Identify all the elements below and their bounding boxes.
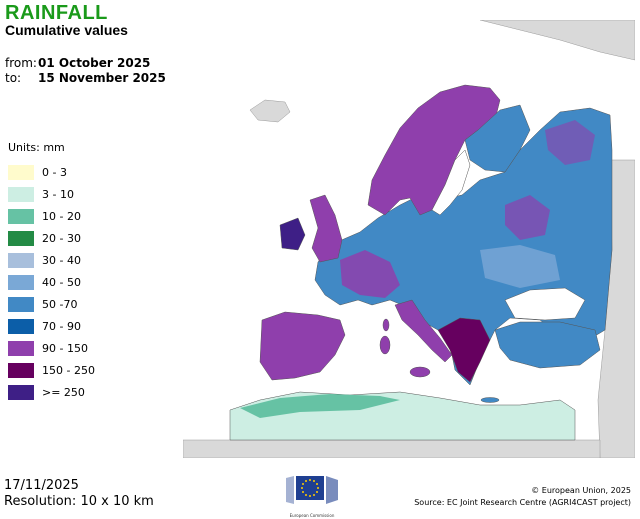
- iberian-peninsula: [259, 311, 346, 381]
- legend-label: 20 - 30: [42, 231, 81, 245]
- legend-item: 50 -70: [8, 293, 95, 315]
- legend-label: 90 - 150: [42, 341, 88, 355]
- dry-region-ukraine: [480, 245, 560, 288]
- footer-credits: © European Union, 2025 Source: EC Joint …: [414, 485, 631, 509]
- legend-label: 10 - 20: [42, 209, 81, 223]
- legend-item: 70 - 90: [8, 315, 95, 337]
- legend-units: Units: mm: [8, 141, 65, 154]
- maghreb-coast: [240, 394, 400, 418]
- legend-swatch: [8, 340, 34, 356]
- crete: [480, 397, 500, 403]
- footer-info: 17/11/2025 Resolution: 10 x 10 km: [4, 478, 154, 510]
- legend: Units: mm 0 - 3 3 - 10 10 - 20 20 - 30 3…: [8, 141, 95, 403]
- turkey: [494, 321, 601, 369]
- wet-region-east: [505, 195, 550, 240]
- resolution: Resolution: 10 x 10 km: [4, 494, 154, 509]
- rainfall-map: [183, 20, 635, 458]
- legend-label: >= 250: [42, 385, 85, 399]
- legend-swatch: [8, 384, 34, 400]
- corsica: [382, 318, 390, 332]
- from-label: from:: [5, 56, 37, 70]
- balkans: [437, 317, 491, 383]
- sardinia: [379, 335, 391, 355]
- legend-swatch: [8, 164, 34, 180]
- baltic-sea: [431, 149, 471, 216]
- legend-label: 3 - 10: [42, 187, 74, 201]
- to-date: 15 November 2025: [38, 71, 166, 85]
- legend-item: 0 - 3: [8, 161, 95, 183]
- legend-item: 10 - 20: [8, 205, 95, 227]
- to-label: to:: [5, 71, 22, 85]
- legend-item: 40 - 50: [8, 271, 95, 293]
- eu-flag-icon: [286, 476, 338, 504]
- legend-swatch: [8, 186, 34, 202]
- finland: [464, 104, 531, 173]
- great-britain: [309, 194, 343, 263]
- legend-swatch: [8, 252, 34, 268]
- ireland: [279, 217, 306, 251]
- outside-land-africa: [183, 439, 601, 458]
- legend-item: 150 - 250: [8, 359, 95, 381]
- source: Source: EC Joint Research Centre (AGRI4C…: [414, 498, 631, 507]
- from-date: 01 October 2025: [38, 56, 151, 70]
- legend-label: 50 -70: [42, 297, 78, 311]
- legend-item: 3 - 10: [8, 183, 95, 205]
- legend-label: 30 - 40: [42, 253, 81, 267]
- issue-date: 17/11/2025: [4, 478, 79, 493]
- european-commission-logo: European Commission: [284, 474, 340, 518]
- map-title: RAINFALL: [5, 2, 108, 24]
- black-sea: [504, 287, 586, 321]
- map-subtitle: Cumulative values: [5, 22, 128, 38]
- legend-swatch: [8, 274, 34, 290]
- legend-item: 90 - 150: [8, 337, 95, 359]
- legend-swatch: [8, 296, 34, 312]
- legend-swatch: [8, 362, 34, 378]
- wet-region-north-russia: [545, 120, 595, 165]
- legend-item: >= 250: [8, 381, 95, 403]
- sicily: [409, 366, 431, 378]
- legend-label: 40 - 50: [42, 275, 81, 289]
- logo-caption: European Commission: [289, 513, 335, 518]
- legend-label: 70 - 90: [42, 319, 81, 333]
- copyright: © European Union, 2025: [531, 486, 631, 495]
- italy: [394, 299, 453, 363]
- legend-swatch: [8, 230, 34, 246]
- legend-item: 30 - 40: [8, 249, 95, 271]
- wet-region-central: [340, 250, 400, 298]
- legend-label: 150 - 250: [42, 363, 95, 377]
- outside-land-north: [479, 20, 635, 61]
- legend-item: 20 - 30: [8, 227, 95, 249]
- iceland: [249, 99, 291, 123]
- legend-label: 0 - 3: [42, 165, 67, 179]
- legend-swatch: [8, 318, 34, 334]
- period: from: 01 October 2025 to: 15 November 20…: [5, 56, 166, 86]
- legend-swatch: [8, 208, 34, 224]
